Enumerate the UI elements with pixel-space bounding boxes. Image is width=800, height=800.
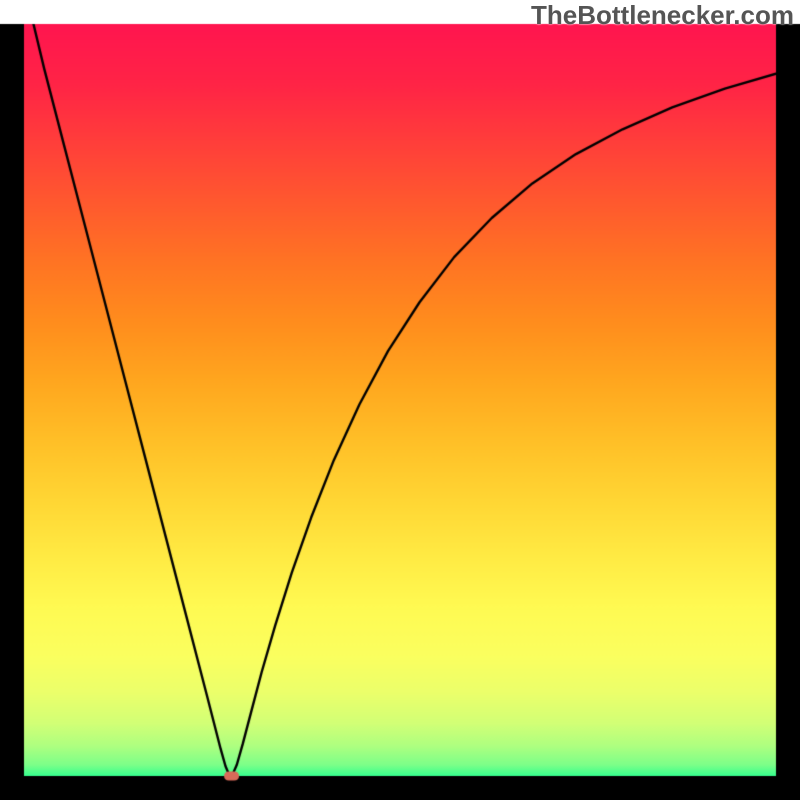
bottleneck-chart-canvas [0, 0, 800, 800]
chart-container: TheBottlenecker.com [0, 0, 800, 800]
